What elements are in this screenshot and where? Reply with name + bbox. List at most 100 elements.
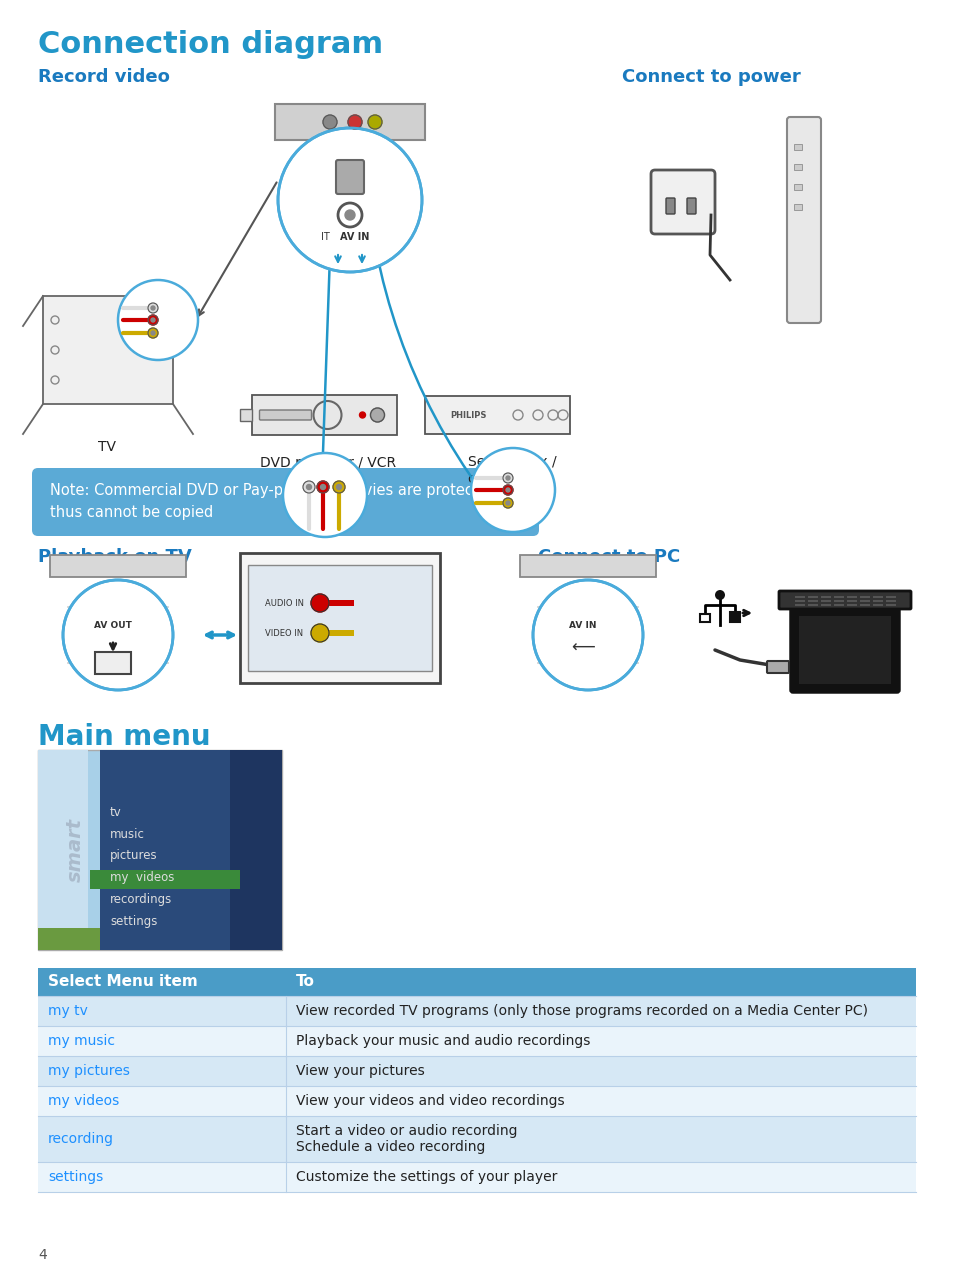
Text: AV IN: AV IN — [569, 620, 597, 629]
FancyBboxPatch shape — [700, 614, 709, 623]
FancyBboxPatch shape — [793, 204, 801, 210]
FancyBboxPatch shape — [885, 596, 895, 598]
FancyBboxPatch shape — [833, 604, 843, 606]
FancyBboxPatch shape — [38, 1056, 915, 1085]
Circle shape — [118, 280, 198, 360]
Text: 4: 4 — [38, 1248, 47, 1262]
FancyBboxPatch shape — [793, 184, 801, 190]
Text: DVD recorder / VCR: DVD recorder / VCR — [260, 455, 395, 469]
Text: TV: TV — [98, 440, 116, 454]
Circle shape — [370, 408, 384, 422]
Circle shape — [63, 579, 172, 690]
FancyBboxPatch shape — [425, 396, 570, 434]
Text: Set top box /
cable box: Set top box / cable box — [468, 455, 556, 487]
FancyBboxPatch shape — [807, 596, 817, 598]
Circle shape — [311, 593, 329, 612]
Circle shape — [336, 484, 341, 489]
Circle shape — [505, 488, 510, 492]
Circle shape — [303, 481, 314, 493]
Text: tv: tv — [110, 805, 122, 819]
FancyBboxPatch shape — [833, 596, 843, 598]
FancyBboxPatch shape — [38, 1116, 915, 1161]
Text: settings: settings — [110, 915, 157, 928]
Circle shape — [148, 303, 158, 313]
FancyBboxPatch shape — [100, 749, 230, 950]
FancyBboxPatch shape — [872, 596, 882, 598]
FancyBboxPatch shape — [38, 1085, 915, 1116]
Text: my  videos: my videos — [110, 871, 174, 885]
FancyBboxPatch shape — [885, 600, 895, 602]
FancyBboxPatch shape — [846, 604, 856, 606]
Circle shape — [714, 590, 724, 600]
Text: Start a video or audio recording: Start a video or audio recording — [295, 1123, 517, 1137]
Text: Customize the settings of your player: Customize the settings of your player — [295, 1170, 557, 1184]
FancyBboxPatch shape — [240, 410, 253, 421]
FancyBboxPatch shape — [95, 652, 131, 675]
Circle shape — [148, 328, 158, 339]
FancyBboxPatch shape — [230, 749, 282, 950]
Circle shape — [348, 115, 361, 129]
Text: AV OUT: AV OUT — [94, 620, 132, 629]
Text: music: music — [110, 828, 145, 841]
FancyBboxPatch shape — [665, 198, 675, 214]
FancyBboxPatch shape — [793, 145, 801, 150]
Text: AV IN: AV IN — [340, 232, 370, 242]
Text: Connect to PC: Connect to PC — [537, 548, 679, 566]
Text: To: To — [295, 975, 314, 989]
FancyBboxPatch shape — [329, 630, 354, 637]
Circle shape — [345, 210, 355, 221]
FancyBboxPatch shape — [846, 600, 856, 602]
FancyBboxPatch shape — [885, 604, 895, 606]
FancyBboxPatch shape — [274, 104, 424, 139]
Circle shape — [333, 481, 345, 493]
FancyBboxPatch shape — [248, 566, 432, 671]
Text: Record video: Record video — [38, 68, 170, 86]
FancyBboxPatch shape — [821, 596, 830, 598]
Circle shape — [533, 579, 642, 690]
Circle shape — [502, 484, 513, 495]
Text: Playback on TV: Playback on TV — [38, 548, 192, 566]
FancyBboxPatch shape — [38, 1026, 915, 1056]
FancyBboxPatch shape — [259, 410, 312, 420]
Text: AUDIO IN: AUDIO IN — [265, 598, 304, 607]
FancyBboxPatch shape — [38, 928, 282, 950]
Circle shape — [359, 412, 365, 418]
Circle shape — [311, 624, 329, 642]
Text: my tv: my tv — [48, 1004, 88, 1018]
FancyBboxPatch shape — [794, 600, 804, 602]
FancyBboxPatch shape — [790, 607, 898, 692]
FancyBboxPatch shape — [38, 995, 915, 1026]
Text: ⟵: ⟵ — [571, 639, 595, 657]
FancyBboxPatch shape — [872, 604, 882, 606]
Text: Connect to power: Connect to power — [621, 68, 800, 86]
Circle shape — [505, 476, 510, 481]
Circle shape — [471, 448, 555, 533]
FancyBboxPatch shape — [799, 616, 890, 683]
FancyBboxPatch shape — [846, 596, 856, 598]
Circle shape — [320, 484, 325, 489]
FancyBboxPatch shape — [821, 600, 830, 602]
FancyBboxPatch shape — [872, 600, 882, 602]
Circle shape — [306, 484, 312, 489]
Circle shape — [368, 115, 381, 129]
FancyBboxPatch shape — [729, 612, 740, 623]
Text: smart: smart — [66, 818, 85, 883]
FancyBboxPatch shape — [794, 604, 804, 606]
Text: Playback your music and audio recordings: Playback your music and audio recordings — [295, 1033, 590, 1047]
Text: settings: settings — [48, 1170, 103, 1184]
FancyBboxPatch shape — [253, 396, 397, 435]
FancyBboxPatch shape — [650, 170, 714, 235]
Circle shape — [316, 481, 329, 493]
Text: PHILIPS: PHILIPS — [450, 411, 486, 420]
Circle shape — [323, 115, 336, 129]
FancyBboxPatch shape — [821, 604, 830, 606]
FancyBboxPatch shape — [38, 749, 282, 950]
FancyBboxPatch shape — [686, 198, 696, 214]
Circle shape — [502, 473, 513, 483]
FancyBboxPatch shape — [329, 600, 354, 606]
Text: recording: recording — [48, 1132, 113, 1146]
Circle shape — [283, 453, 367, 538]
Circle shape — [151, 306, 154, 309]
Circle shape — [277, 128, 421, 273]
Text: View your pictures: View your pictures — [295, 1064, 424, 1078]
